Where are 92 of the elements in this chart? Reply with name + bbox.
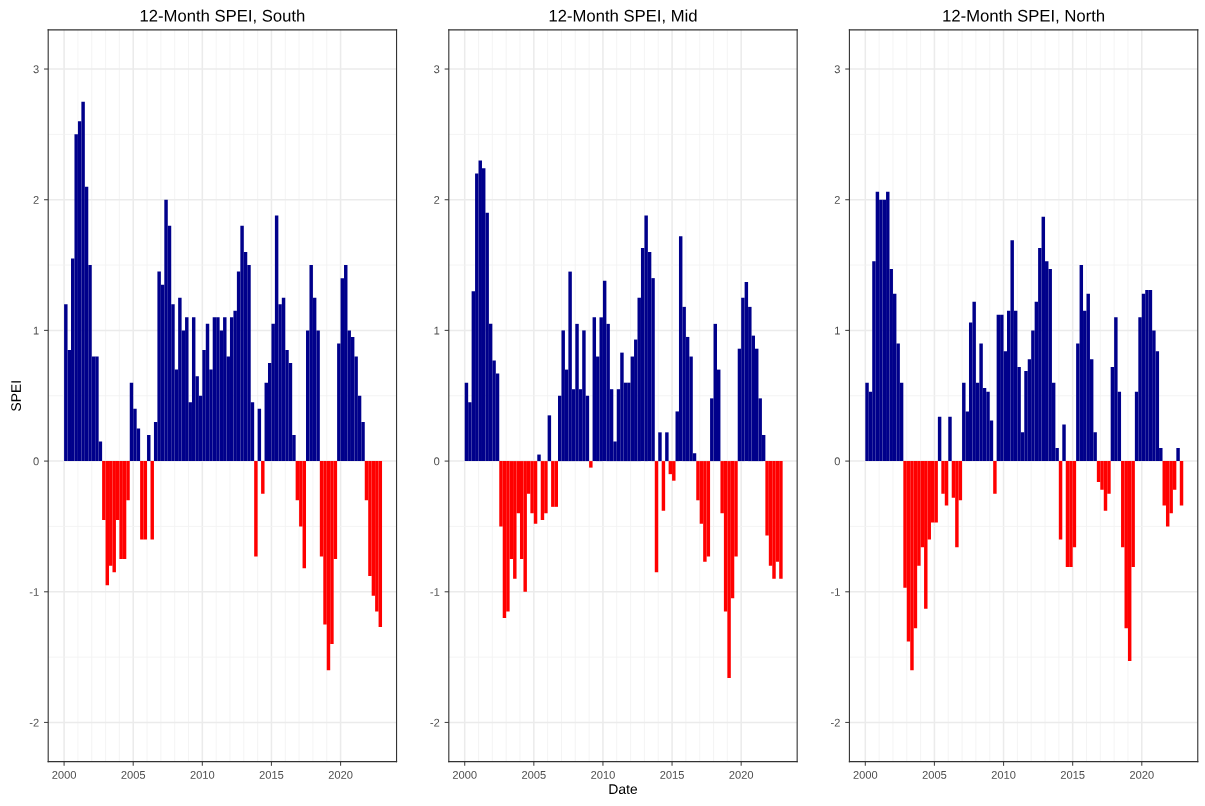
bar xyxy=(779,461,783,579)
y-tick-label: 3 xyxy=(434,65,440,74)
x-tick-label: 2020 xyxy=(1129,770,1154,779)
bar xyxy=(1176,448,1180,462)
y-tick-label: 3 xyxy=(834,65,840,74)
y-tick-label: 2 xyxy=(434,195,440,204)
bar xyxy=(972,301,976,462)
y-tick-label: 1 xyxy=(434,326,440,335)
y-tick-label: -1 xyxy=(430,588,440,596)
bar xyxy=(672,461,676,481)
bar xyxy=(95,356,99,462)
bar xyxy=(665,432,669,462)
bar xyxy=(112,461,116,573)
bar xyxy=(81,101,85,462)
x-axis-title: Date xyxy=(609,784,638,795)
bar xyxy=(1086,293,1090,462)
bar xyxy=(178,297,182,462)
bar xyxy=(658,432,662,462)
bar xyxy=(140,461,144,540)
bar xyxy=(223,317,227,462)
x-tick-label: 2020 xyxy=(328,770,353,779)
bar xyxy=(261,461,265,494)
x-tick-label: 2005 xyxy=(522,770,546,779)
bar xyxy=(979,343,983,462)
x-tick-label: 2000 xyxy=(52,770,77,779)
bar xyxy=(1114,317,1118,462)
bar xyxy=(582,330,586,462)
bar xyxy=(1069,461,1073,567)
x-tick-label: 2010 xyxy=(591,770,615,779)
y-tick-label: 1 xyxy=(835,326,840,335)
x-tick-label: 2005 xyxy=(121,770,146,779)
bar xyxy=(924,461,928,609)
chart-title: 12-Month SPEI, North xyxy=(943,9,1105,24)
bar xyxy=(157,271,161,462)
bar xyxy=(64,304,68,462)
y-tick-label: -2 xyxy=(831,718,840,727)
bar xyxy=(1145,289,1149,462)
bar xyxy=(240,225,244,462)
y-axis-title: SPEI xyxy=(11,381,21,411)
y-tick-label: -1 xyxy=(29,588,39,596)
bar xyxy=(575,323,579,462)
x-tick-label: 2015 xyxy=(1060,770,1085,779)
bar xyxy=(1062,424,1066,462)
x-tick-label: 2010 xyxy=(991,770,1016,779)
chart-title: 12-Month SPEI, Mid xyxy=(549,9,697,24)
bar xyxy=(727,461,731,679)
bar xyxy=(772,461,776,579)
bar xyxy=(150,461,154,540)
bar xyxy=(119,461,123,560)
bar xyxy=(955,461,959,548)
chart-title: 12-Month SPEI, South xyxy=(140,9,305,24)
bar xyxy=(537,454,541,462)
bar xyxy=(886,191,890,462)
bar xyxy=(513,461,517,579)
x-tick-label: 2005 xyxy=(922,770,947,779)
bar xyxy=(986,391,990,462)
bar xyxy=(216,317,220,462)
bar xyxy=(568,271,572,462)
bar xyxy=(309,265,313,462)
bar xyxy=(934,461,938,523)
bar xyxy=(1010,240,1014,462)
y-tick-label: 0 xyxy=(33,457,39,466)
bar xyxy=(703,461,707,562)
x-tick-label: 2020 xyxy=(729,770,754,779)
bar xyxy=(865,382,869,462)
y-tick-label: 2 xyxy=(33,195,39,204)
bar xyxy=(185,317,189,462)
bar xyxy=(1000,314,1004,462)
x-tick-label: 2015 xyxy=(660,770,684,779)
bar xyxy=(962,382,966,462)
bar xyxy=(164,199,168,462)
bar xyxy=(910,461,914,671)
y-tick-label: 3 xyxy=(33,65,39,74)
y-tick-label: 1 xyxy=(33,326,39,335)
y-tick-label: 2 xyxy=(834,195,840,204)
x-tick-label: 2010 xyxy=(190,770,215,779)
y-tick-label: -1 xyxy=(831,588,840,596)
x-tick-label: 2000 xyxy=(853,770,878,779)
bar xyxy=(993,461,997,494)
y-tick-label: -2 xyxy=(29,718,39,727)
bar xyxy=(523,461,527,592)
y-tick-label: 0 xyxy=(434,457,440,466)
bar xyxy=(620,352,624,462)
bar xyxy=(254,461,258,557)
bar xyxy=(589,461,593,468)
bar xyxy=(948,416,952,462)
bar xyxy=(644,215,648,462)
y-tick-label: -2 xyxy=(430,718,440,727)
y-tick-label: 0 xyxy=(834,457,840,466)
x-tick-label: 2015 xyxy=(259,770,284,779)
x-tick-label: 2000 xyxy=(452,770,477,779)
bar xyxy=(561,330,565,462)
